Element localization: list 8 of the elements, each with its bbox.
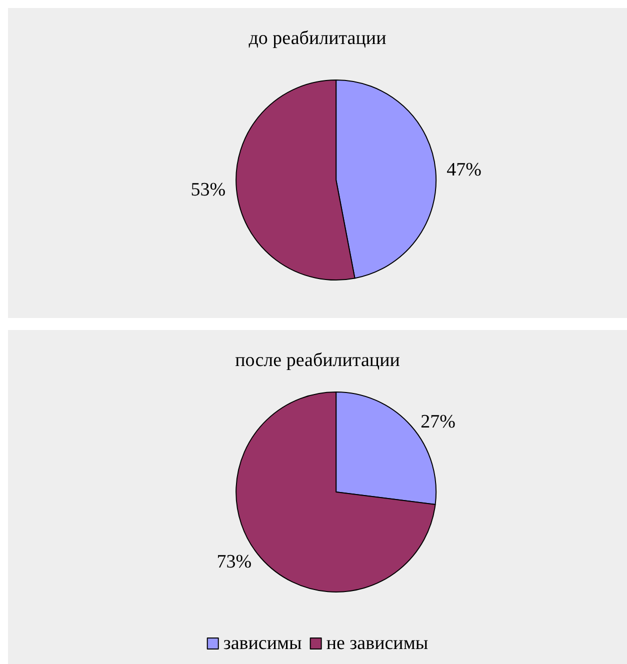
legend-label: не зависимы bbox=[326, 633, 428, 654]
legend-label: зависимы bbox=[223, 633, 302, 654]
chart-title: до реабилитации bbox=[248, 28, 386, 49]
chart-title: после реабилитации bbox=[235, 350, 400, 371]
data-label: 73% bbox=[216, 552, 252, 573]
data-label: 47% bbox=[446, 160, 482, 181]
data-label: 53% bbox=[190, 179, 226, 200]
data-label: 27% bbox=[420, 411, 456, 432]
